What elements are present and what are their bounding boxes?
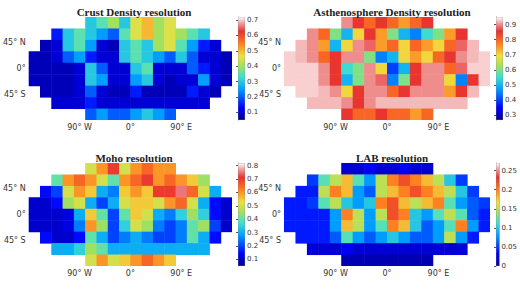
svg-text:45° N: 45° N xyxy=(3,184,26,193)
svg-text:90° E: 90° E xyxy=(428,123,450,132)
svg-text:0.3: 0.3 xyxy=(505,111,516,119)
svg-text:0.6: 0.6 xyxy=(247,188,259,196)
svg-text:0.3: 0.3 xyxy=(247,78,258,86)
svg-text:0.8: 0.8 xyxy=(505,36,516,44)
svg-text:0.3: 0.3 xyxy=(247,229,258,237)
svg-text:0.2: 0.2 xyxy=(247,242,258,250)
svg-text:90° E: 90° E xyxy=(428,269,450,278)
svg-text:0.4: 0.4 xyxy=(247,62,259,70)
svg-text:LAB resolution: LAB resolution xyxy=(356,152,428,164)
svg-text:0°: 0° xyxy=(382,123,391,132)
svg-text:90° E: 90° E xyxy=(170,269,192,278)
svg-text:45° S: 45° S xyxy=(4,236,26,245)
svg-text:0.7: 0.7 xyxy=(247,16,258,24)
svg-text:0°: 0° xyxy=(126,123,135,132)
svg-text:0.05: 0.05 xyxy=(501,243,517,251)
svg-text:Moho resolution: Moho resolution xyxy=(95,152,172,164)
svg-text:45° N: 45° N xyxy=(258,184,281,193)
svg-text:0.1: 0.1 xyxy=(247,255,258,263)
svg-text:90° W: 90° W xyxy=(67,269,92,278)
svg-text:90° W: 90° W xyxy=(323,269,348,278)
svg-text:45° N: 45° N xyxy=(3,38,26,47)
svg-text:0.1: 0.1 xyxy=(501,224,512,232)
svg-text:0.25: 0.25 xyxy=(501,167,517,175)
svg-text:0.4: 0.4 xyxy=(505,96,517,104)
svg-text:0.7: 0.7 xyxy=(505,51,516,59)
svg-text:0.5: 0.5 xyxy=(505,81,516,89)
svg-text:Crust Density resolution: Crust Density resolution xyxy=(77,6,192,18)
svg-text:90° E: 90° E xyxy=(170,123,192,132)
svg-text:90° W: 90° W xyxy=(323,123,348,132)
svg-text:0.7: 0.7 xyxy=(247,175,258,183)
svg-text:0°: 0° xyxy=(382,269,391,278)
svg-text:0.5: 0.5 xyxy=(247,47,258,55)
svg-text:0.5: 0.5 xyxy=(247,202,258,210)
svg-text:0.9: 0.9 xyxy=(505,21,516,29)
svg-text:45° S: 45° S xyxy=(259,90,281,99)
svg-text:0°: 0° xyxy=(272,210,281,219)
svg-text:0.2: 0.2 xyxy=(501,186,512,194)
svg-text:0.8: 0.8 xyxy=(247,162,258,170)
svg-text:0.6: 0.6 xyxy=(505,66,517,74)
svg-text:0.6: 0.6 xyxy=(247,31,259,39)
svg-text:45° S: 45° S xyxy=(4,90,26,99)
svg-text:0°: 0° xyxy=(17,210,26,219)
svg-text:45° S: 45° S xyxy=(259,236,281,245)
svg-text:0: 0 xyxy=(501,262,505,270)
svg-text:0°: 0° xyxy=(126,269,135,278)
svg-text:90° W: 90° W xyxy=(67,123,92,132)
svg-text:0°: 0° xyxy=(272,64,281,73)
svg-text:45° N: 45° N xyxy=(258,38,281,47)
svg-text:0.2: 0.2 xyxy=(247,93,258,101)
svg-text:0°: 0° xyxy=(17,64,26,73)
svg-text:0.4: 0.4 xyxy=(247,215,259,223)
svg-text:0.1: 0.1 xyxy=(247,108,258,116)
svg-text:Asthenosphere Density resoluti: Asthenosphere Density resolution xyxy=(313,6,470,18)
svg-text:0.15: 0.15 xyxy=(501,205,517,213)
